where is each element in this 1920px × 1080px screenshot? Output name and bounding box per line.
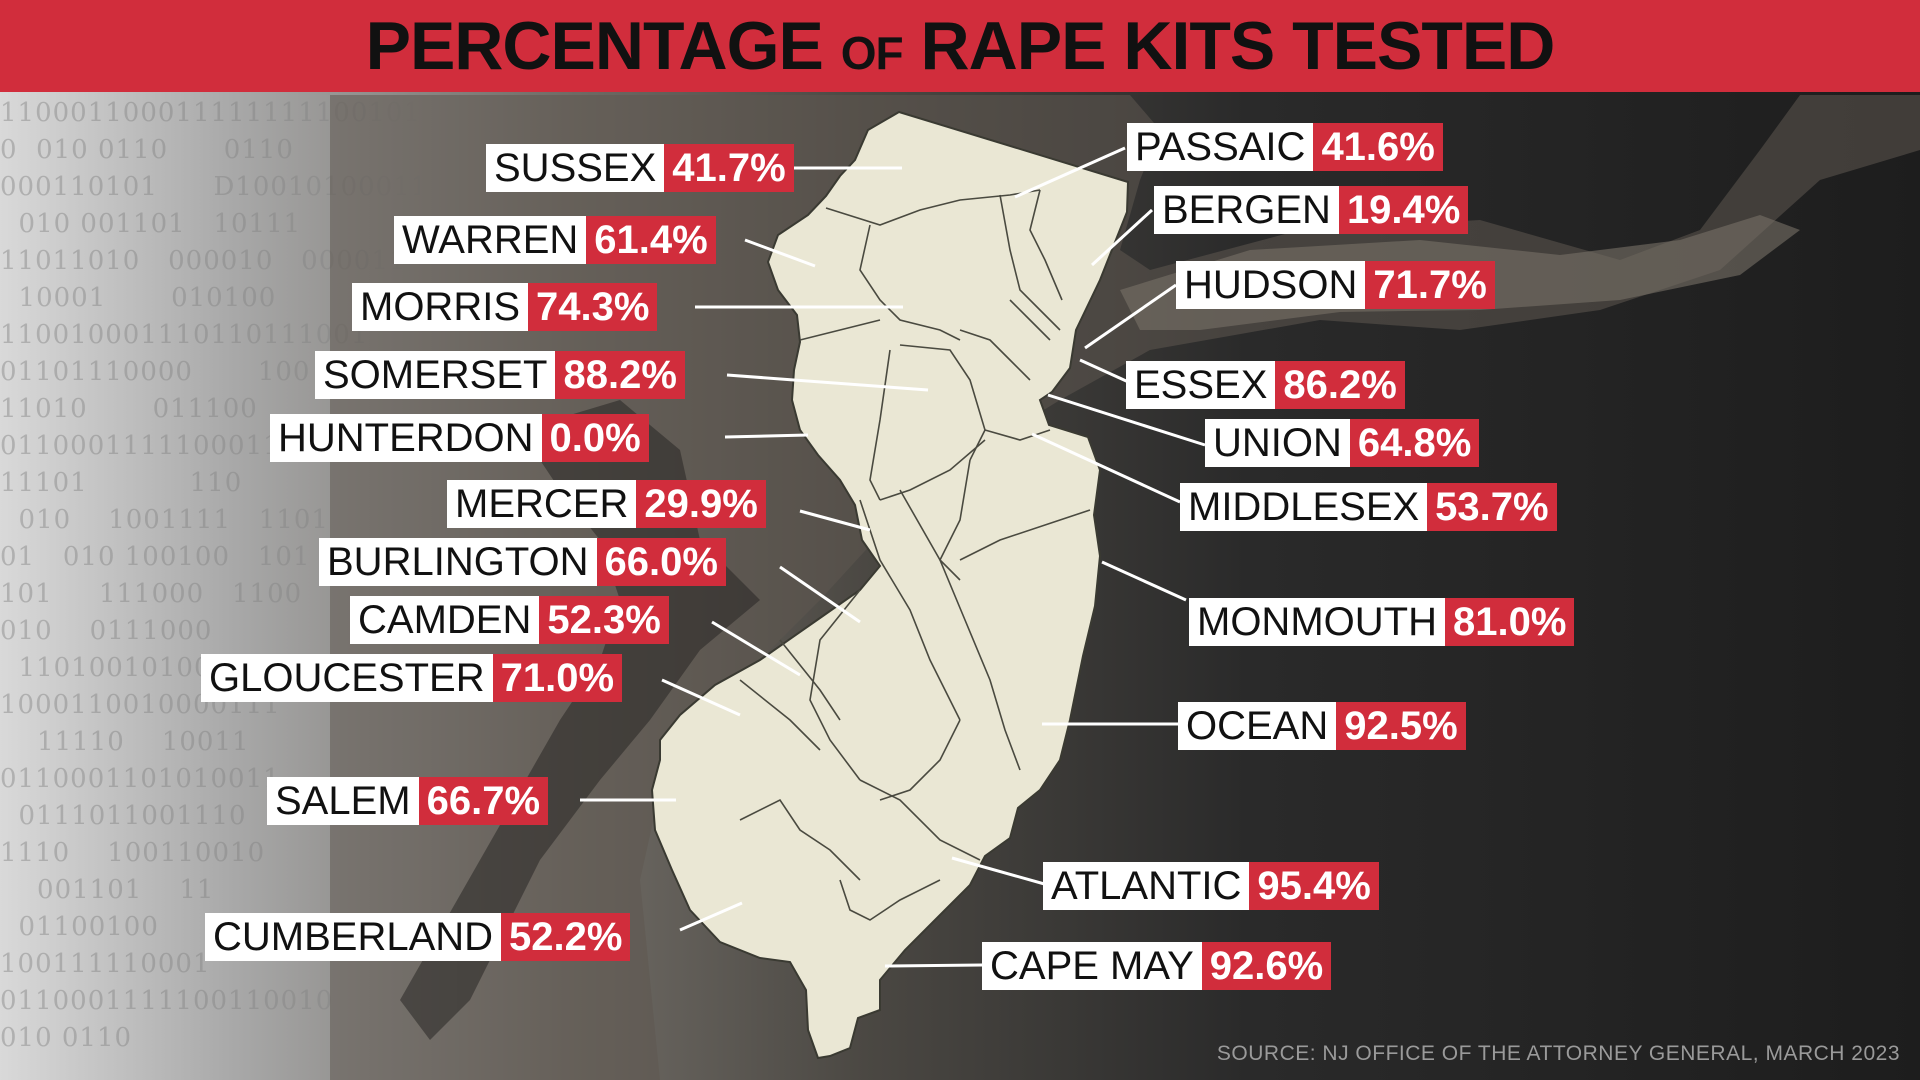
- source-credit: SOURCE: NJ OFFICE OF THE ATTORNEY GENERA…: [1216, 1042, 1900, 1065]
- county-label-atlantic: ATLANTIC 95.4%: [1043, 862, 1379, 910]
- binary-row: 0111011001110: [0, 801, 247, 831]
- title-connector: OF: [840, 27, 904, 79]
- title-main: PERCENTAGE: [365, 8, 824, 84]
- binary-row: 01100100: [0, 912, 159, 942]
- county-label-union: UNION 64.8%: [1205, 419, 1480, 467]
- binary-row: 11010 011100: [0, 394, 258, 424]
- neighboring-land: [330, 95, 1920, 1080]
- binary-row: 0110001111100110010: [0, 986, 334, 1016]
- binary-row: 010 1001111 1101: [0, 505, 329, 535]
- binary-row: 001101 11: [0, 875, 215, 905]
- binary-row: 0110001101010011: [0, 764, 281, 794]
- county-label-cape-may: CAPE MAY 92.6%: [982, 942, 1332, 990]
- county-label-somerset: SOMERSET 88.2%: [315, 351, 685, 399]
- county-label-gloucester: GLOUCESTER 71.0%: [201, 654, 623, 702]
- binary-row: 011000111110001100: [0, 431, 316, 461]
- county-borders: [739, 189, 1091, 921]
- county-label-bergen: BERGEN 19.4%: [1154, 186, 1469, 234]
- county-label-monmouth: MONMOUTH 81.0%: [1189, 598, 1575, 646]
- binary-row: 0 010 0110 0110: [0, 135, 294, 165]
- binary-row: 101 111000 1100: [0, 579, 303, 609]
- binary-row: 1110 100110010: [0, 838, 266, 868]
- county-label-ocean: OCEAN 92.5%: [1178, 702, 1466, 750]
- binary-row: 010 001101 10111: [0, 209, 302, 239]
- binary-row: 100111110001: [0, 949, 211, 979]
- county-label-salem: SALEM 66.7%: [267, 777, 549, 825]
- county-label-middlesex: MIDDLESEX 53.7%: [1180, 483, 1557, 531]
- county-label-morris: MORRIS 74.3%: [352, 283, 658, 331]
- county-label-sussex: SUSSEX 41.7%: [486, 144, 794, 192]
- binary-row: 10001 010100: [0, 283, 277, 313]
- title-bar: PERCENTAGE OF RAPE KITS TESTED: [0, 0, 1920, 92]
- binary-row: 010 0110: [0, 1023, 133, 1053]
- binary-row: 01101110000 100: [0, 357, 311, 387]
- county-label-cumberland: CUMBERLAND 52.2%: [205, 913, 631, 961]
- binary-row: 010 0111000: [0, 616, 213, 646]
- county-label-warren: WARREN 61.4%: [394, 216, 716, 264]
- county-label-passaic: PASSAIC 41.6%: [1127, 123, 1443, 171]
- county-label-camden: CAMDEN 52.3%: [350, 596, 669, 644]
- binary-row: 01 010 100100 101: [0, 542, 311, 572]
- leader-lines: [580, 146, 1206, 968]
- county-label-essex: ESSEX 86.2%: [1126, 361, 1405, 409]
- binary-row: 11110 10011: [0, 727, 250, 757]
- page-title: PERCENTAGE OF RAPE KITS TESTED: [366, 12, 1556, 80]
- county-label-hunterdon: HUNTERDON 0.0%: [270, 414, 649, 462]
- county-label-burlington: BURLINGTON 66.0%: [319, 538, 726, 586]
- binary-row: 11101 110: [0, 468, 243, 498]
- county-label-hudson: HUDSON 71.7%: [1176, 261, 1495, 309]
- county-label-mercer: MERCER 29.9%: [447, 480, 766, 528]
- title-rest: RAPE KITS TESTED: [920, 8, 1556, 84]
- binary-row: 110010001110110111001: [0, 320, 369, 350]
- nj-state-shape: [650, 110, 1130, 1060]
